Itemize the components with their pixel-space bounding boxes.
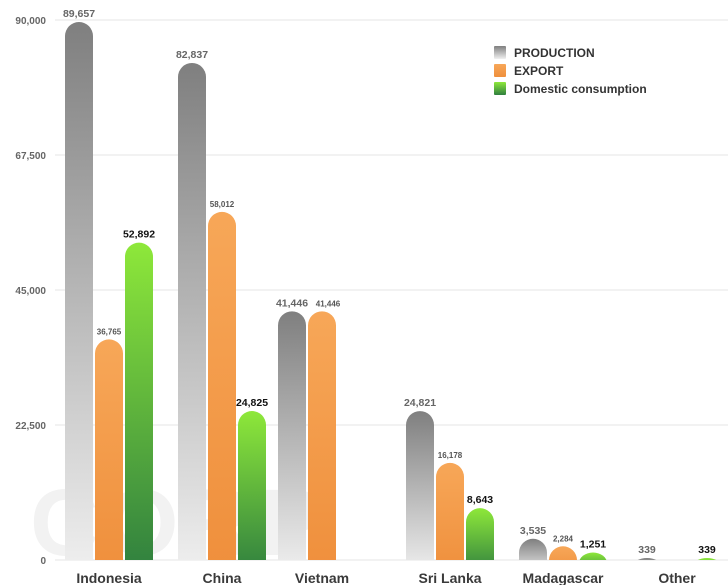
data-label-export: 41,446 bbox=[316, 299, 341, 308]
legend-swatch-production bbox=[494, 46, 506, 59]
data-label-production: 89,657 bbox=[63, 8, 95, 20]
data-label-production: 24,821 bbox=[404, 397, 436, 409]
legend-label-production: PRODUCTION bbox=[514, 46, 595, 60]
category-label: Other bbox=[658, 570, 696, 585]
legend-swatch-export bbox=[494, 64, 506, 77]
bar-production bbox=[65, 22, 93, 560]
category-label: Sri Lanka bbox=[418, 570, 481, 585]
category-label: Indonesia bbox=[76, 570, 142, 585]
y-tick-label: 45,000 bbox=[15, 286, 46, 297]
bar-production bbox=[406, 411, 434, 560]
bar-export bbox=[95, 339, 123, 560]
gridlines bbox=[55, 19, 728, 561]
y-axis-ticks: 0 22,500 45,000 67,500 90,000 bbox=[15, 16, 46, 567]
bar-export bbox=[549, 546, 577, 560]
data-label-domestic-consumption: 8,643 bbox=[467, 494, 493, 506]
legend-label-export: EXPORT bbox=[514, 64, 564, 78]
bar-production bbox=[278, 311, 306, 560]
data-label-domestic-consumption: 339 bbox=[698, 544, 716, 556]
data-label-export: 36,765 bbox=[97, 327, 122, 336]
data-label-production: 339 bbox=[638, 544, 656, 556]
data-label-export: 16,178 bbox=[438, 451, 463, 460]
bar-export bbox=[208, 211, 236, 560]
bar-production bbox=[178, 62, 206, 560]
bar-domestic-consumption bbox=[697, 557, 717, 560]
data-label-domestic-consumption: 24,825 bbox=[236, 397, 268, 409]
legend: PRODUCTION EXPORT Domestic consumption bbox=[494, 46, 647, 96]
bars bbox=[65, 22, 717, 560]
legend-label-domestic-consumption: Domestic consumption bbox=[514, 82, 647, 96]
data-label-domestic-consumption: 1,251 bbox=[580, 538, 606, 550]
data-label-production: 41,446 bbox=[276, 297, 308, 309]
y-tick-label: 67,500 bbox=[15, 151, 46, 162]
legend-swatch-domestic-consumption bbox=[494, 82, 506, 95]
category-label: Vietnam bbox=[295, 570, 349, 585]
y-tick-label: 90,000 bbox=[15, 16, 46, 27]
data-label-export: 2,284 bbox=[553, 534, 574, 543]
bar-production bbox=[519, 538, 547, 560]
bar-domestic-consumption bbox=[238, 411, 266, 560]
bar-export bbox=[308, 311, 336, 560]
data-label-production: 3,535 bbox=[520, 525, 546, 537]
y-tick-label: 22,500 bbox=[15, 421, 46, 432]
data-labels: 89,657 36,765 52,892 82,837 58,012 24,825 41,4… bbox=[63, 8, 716, 556]
bar-production bbox=[637, 557, 657, 560]
category-label: Madagascar bbox=[523, 570, 604, 585]
data-label-domestic-consumption: 52,892 bbox=[123, 229, 155, 241]
category-label: China bbox=[203, 570, 242, 585]
y-tick-label: 0 bbox=[40, 556, 46, 567]
data-label-export: 58,012 bbox=[210, 200, 235, 209]
x-axis-categories: Indonesia China Vietnam Sri Lanka Madagascar… bbox=[76, 570, 696, 585]
bar-export bbox=[436, 462, 464, 560]
bar-domestic-consumption bbox=[466, 508, 494, 560]
data-label-production: 82,837 bbox=[176, 49, 208, 61]
bar-domestic-consumption bbox=[579, 552, 607, 560]
bar-domestic-consumption bbox=[125, 242, 153, 560]
